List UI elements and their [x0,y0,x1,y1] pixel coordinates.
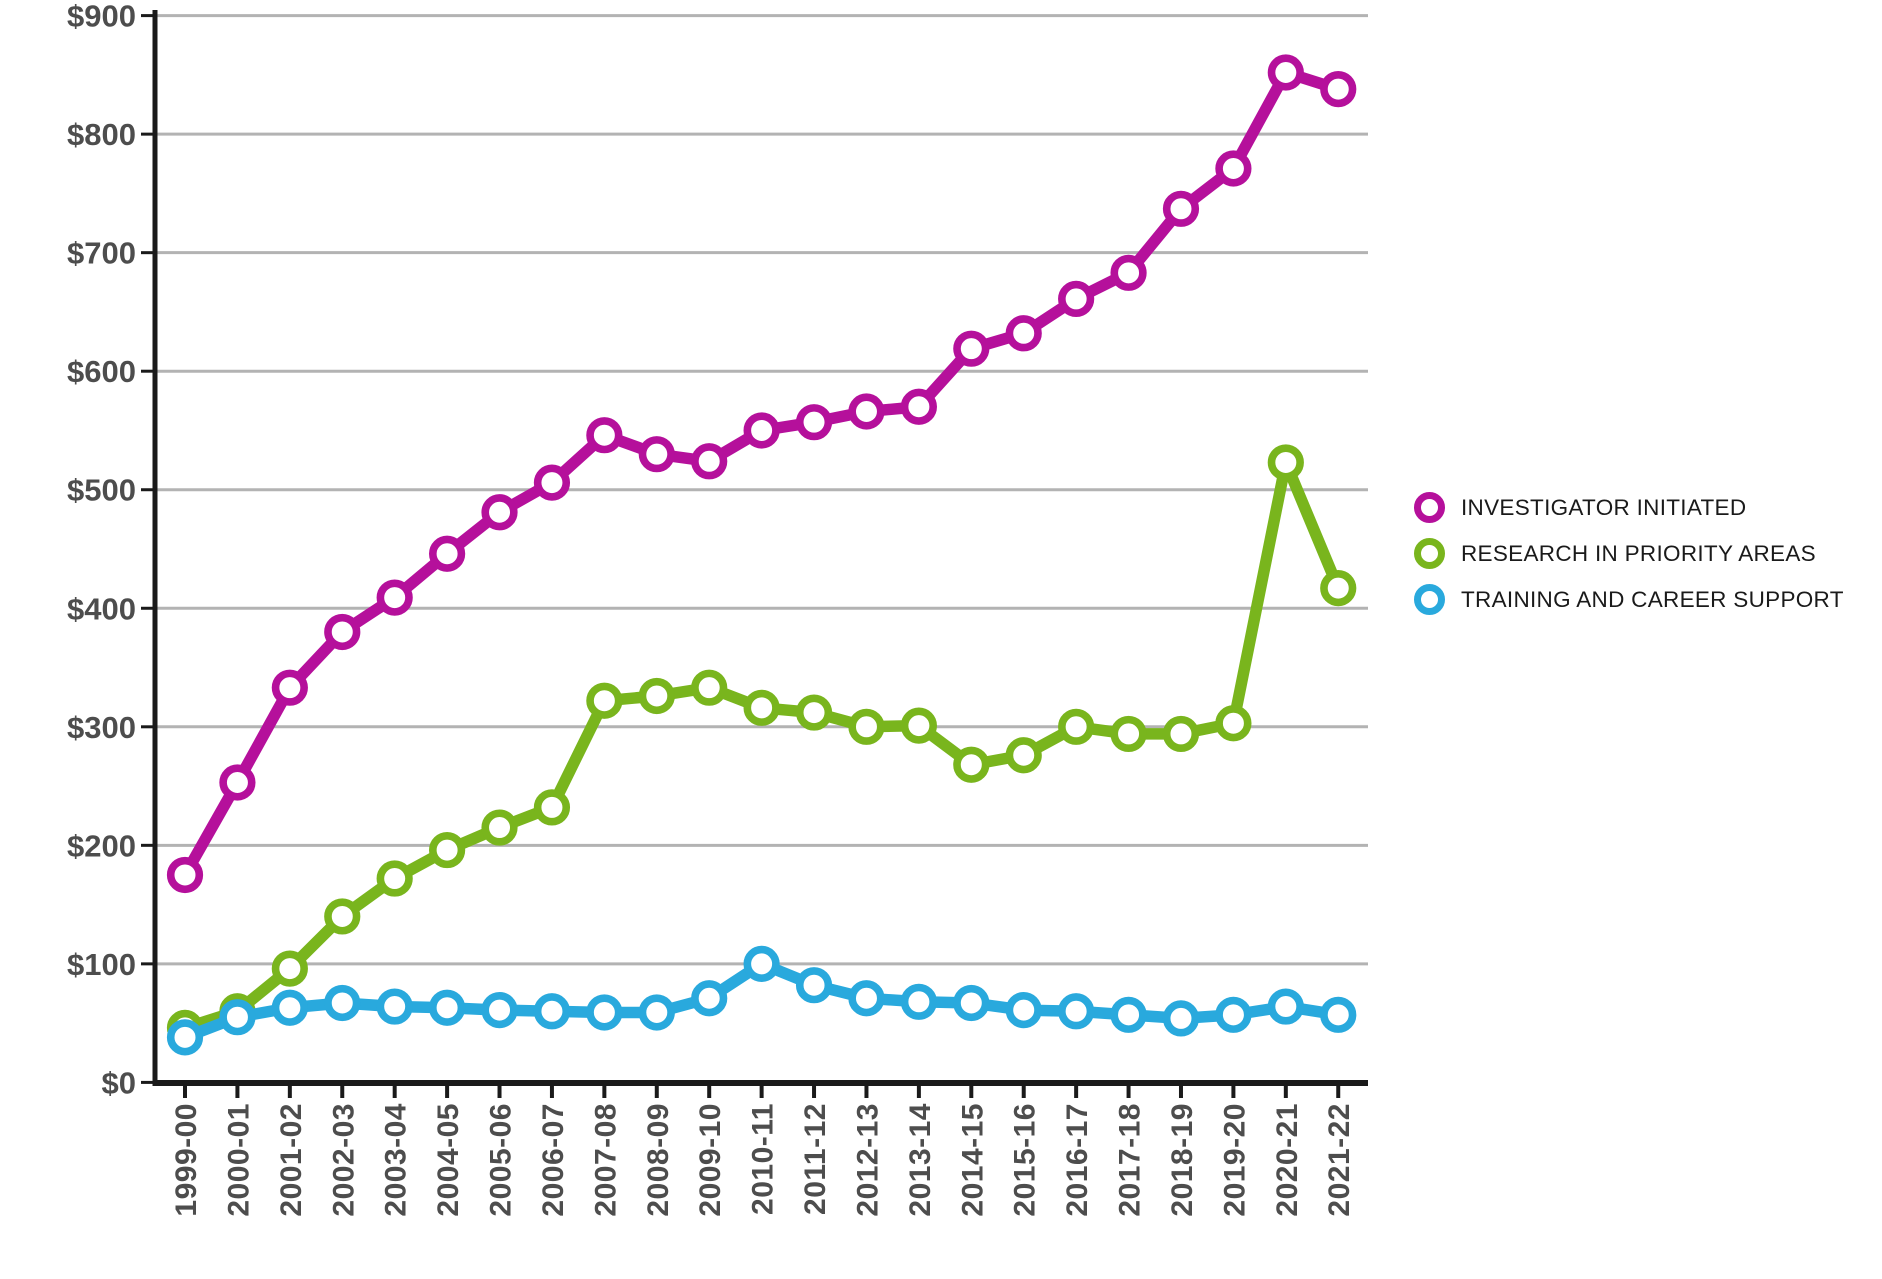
svg-text:1999-00: 1999-00 [170,1103,203,1217]
svg-text:2010-11: 2010-11 [747,1103,780,1215]
svg-text:2011-12: 2011-12 [799,1103,832,1215]
svg-text:2018-19: 2018-19 [1166,1103,1199,1217]
svg-text:2000-01: 2000-01 [222,1103,255,1217]
svg-text:$200: $200 [67,828,136,863]
svg-text:$800: $800 [67,117,136,152]
svg-text:2008-09: 2008-09 [642,1103,675,1217]
svg-text:2005-06: 2005-06 [485,1103,518,1217]
svg-text:2012-13: 2012-13 [851,1103,884,1217]
svg-text:2021-22: 2021-22 [1323,1103,1356,1217]
svg-text:$900: $900 [67,0,136,34]
svg-text:2006-07: 2006-07 [537,1103,570,1217]
svg-text:$600: $600 [67,354,136,389]
svg-text:2020-21: 2020-21 [1271,1103,1304,1217]
svg-text:$400: $400 [67,591,136,626]
svg-text:2014-15: 2014-15 [956,1103,989,1217]
svg-text:2013-14: 2013-14 [904,1103,937,1217]
legend-label: RESEARCH IN PRIORITY AREAS [1461,540,1816,566]
svg-text:2002-03: 2002-03 [327,1103,360,1217]
svg-text:$700: $700 [67,236,136,271]
legend-item-investigator-initiated: INVESTIGATOR INITIATED [1414,491,1844,524]
svg-text:2015-16: 2015-16 [1009,1103,1042,1217]
legend-label: INVESTIGATOR INITIATED [1461,494,1747,520]
legend-item-training-and-career-support: TRAINING AND CAREER SUPPORT [1414,583,1844,616]
svg-text:$100: $100 [67,947,136,982]
svg-text:2016-17: 2016-17 [1061,1103,1094,1217]
svg-text:$500: $500 [67,473,136,508]
svg-text:$300: $300 [67,710,136,745]
legend-circle-icon [1414,538,1445,569]
svg-text:2019-20: 2019-20 [1218,1103,1251,1217]
svg-text:$0: $0 [102,1065,136,1100]
legend-circle-icon [1414,492,1445,523]
svg-text:2004-05: 2004-05 [432,1103,465,1217]
svg-text:2009-10: 2009-10 [694,1103,727,1217]
svg-text:2017-18: 2017-18 [1114,1103,1147,1217]
chart-legend: INVESTIGATOR INITIATED RESEARCH IN PRIOR… [1414,491,1844,616]
legend-item-research-in-priority-areas: RESEARCH IN PRIORITY AREAS [1414,537,1844,570]
svg-text:2003-04: 2003-04 [380,1103,413,1217]
legend-circle-icon [1414,584,1445,615]
legend-label: TRAINING AND CAREER SUPPORT [1461,586,1844,612]
svg-text:2001-02: 2001-02 [275,1103,308,1217]
svg-text:2007-08: 2007-08 [589,1103,622,1217]
